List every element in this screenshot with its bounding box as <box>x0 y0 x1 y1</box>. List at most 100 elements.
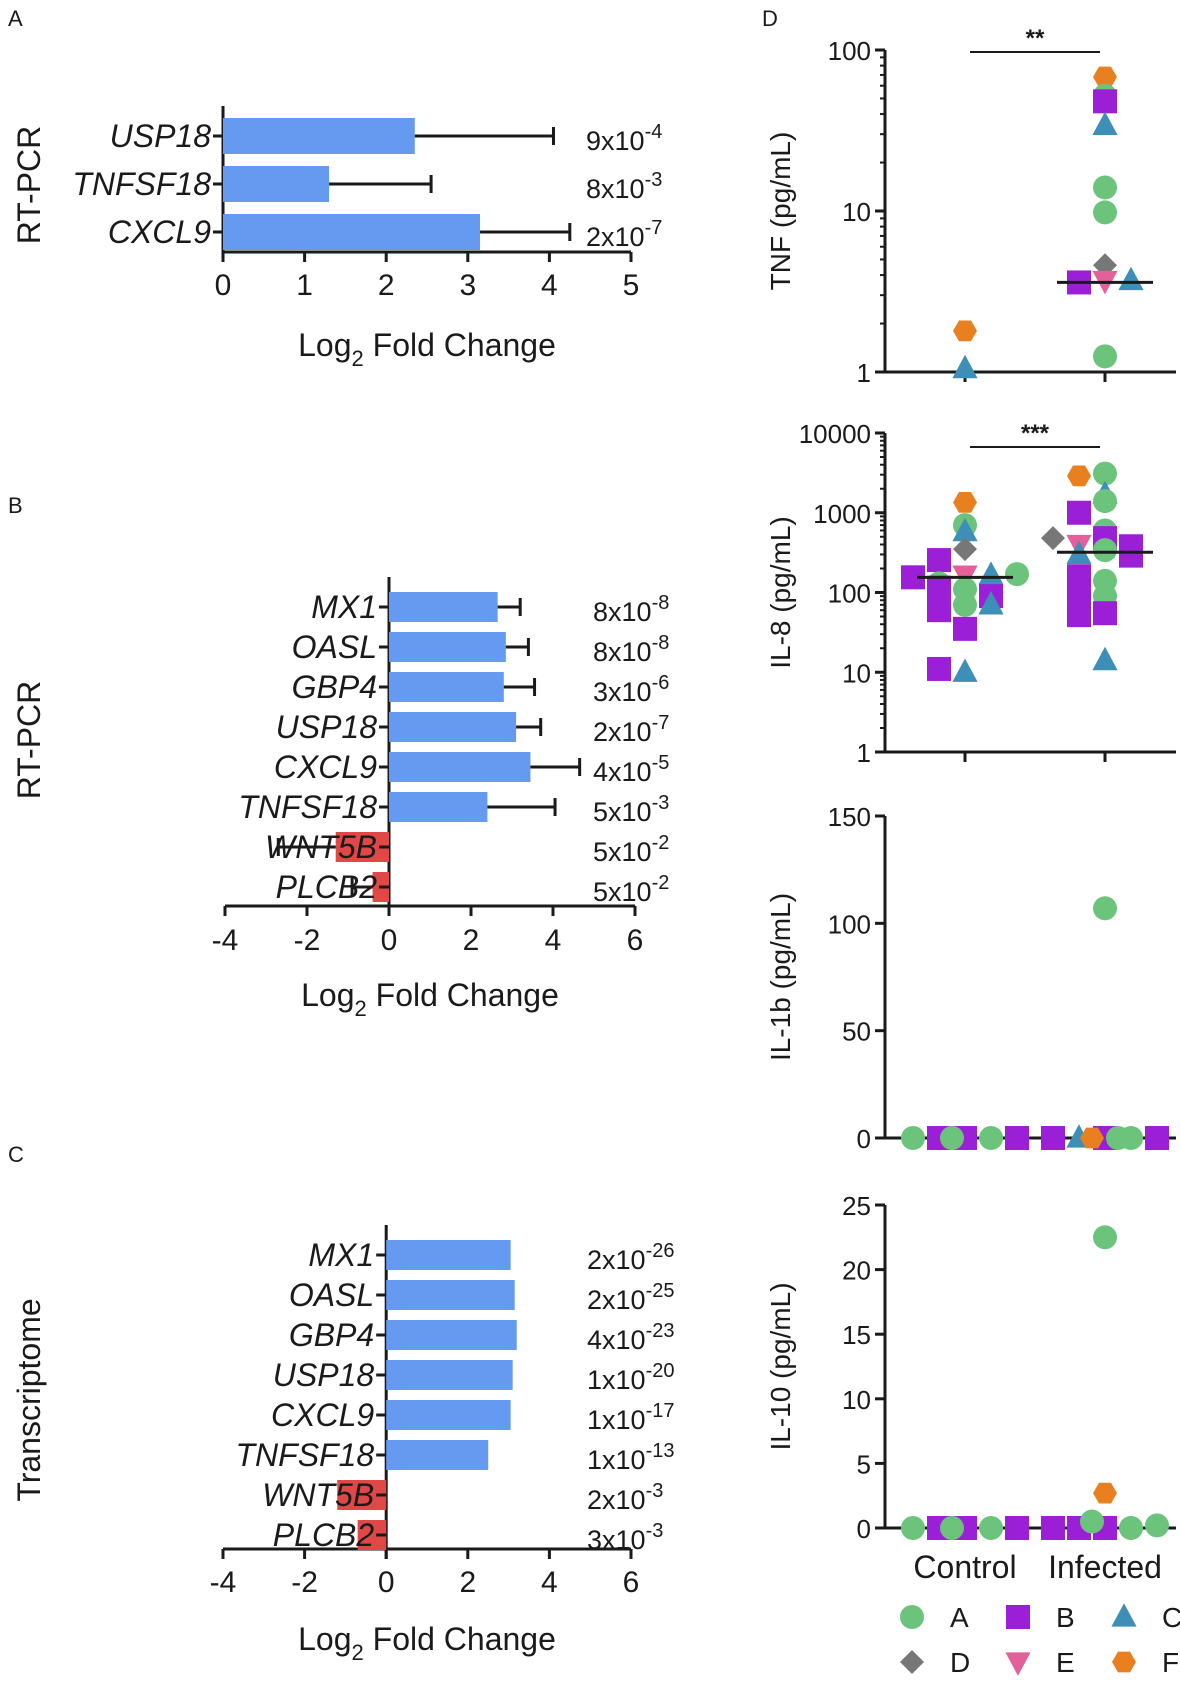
x-tick-label: -4 <box>212 924 239 957</box>
y-tick-label: 1 <box>857 738 871 768</box>
marker-a <box>953 592 977 617</box>
marker-a <box>901 1516 925 1540</box>
gene-label: MX1 <box>308 1237 374 1273</box>
panel-c: C Transcriptome -4 -2 0 2 4 6 Log2 Fold Change MX… <box>8 1142 674 1665</box>
p-value: 1x10-17 <box>587 1400 674 1435</box>
panel-letter: B <box>8 493 23 518</box>
marker-a <box>1005 562 1029 587</box>
x-axis-title: Log2 Fold Change <box>298 1621 556 1665</box>
p-value: 4x10-5 <box>593 752 669 787</box>
marker-c <box>1111 1603 1137 1627</box>
legend-label: B <box>1056 1602 1075 1633</box>
p-value: 8x10-8 <box>593 592 669 627</box>
marker-a <box>1093 200 1117 225</box>
x-axis-title: Log2 Fold Change <box>301 977 559 1021</box>
marker-e <box>1005 1652 1031 1676</box>
y-tick-label: 10 <box>842 197 871 227</box>
marker-b <box>1067 564 1091 589</box>
marker-b <box>1041 1516 1065 1540</box>
x-tick-label: 4 <box>541 269 558 302</box>
subplot-3: 0 5 10 15 20 25 IL-10 (pg/mL) Control Infected <box>765 1191 1176 1585</box>
x-tick-label: 2 <box>459 1566 476 1599</box>
marker-d <box>953 537 977 562</box>
marker-c <box>978 561 1004 585</box>
marker-a <box>1093 175 1117 200</box>
gene-label: CXCL9 <box>274 749 377 785</box>
group-label: Infected <box>1048 1549 1162 1585</box>
marker-a <box>1093 461 1117 486</box>
marker-a <box>1106 1126 1130 1150</box>
p-value: 2x10-25 <box>587 1280 674 1315</box>
legend-label: F <box>1162 1647 1179 1678</box>
gene-label: WNT5B <box>262 1477 374 1513</box>
gene-label: USP18 <box>110 118 212 154</box>
y-tick-label: 10 <box>842 658 871 688</box>
marker-f <box>1067 465 1091 487</box>
marker-a <box>1093 538 1117 563</box>
marker-a <box>940 1126 964 1150</box>
p-value: 5x10-2 <box>593 872 669 907</box>
marker-c <box>1092 111 1118 136</box>
x-axis-title: Log2 Fold Change <box>298 327 556 371</box>
y-tick-label: 50 <box>842 1017 871 1047</box>
marker-a <box>1093 1225 1117 1250</box>
x-tick-label: 0 <box>215 269 232 302</box>
marker-a <box>1093 344 1117 369</box>
x-tick-label: 3 <box>459 269 476 302</box>
p-value: 2x10-7 <box>593 712 669 747</box>
marker-a <box>1119 1516 1143 1540</box>
marker-a <box>979 1516 1003 1540</box>
marker-b <box>1093 89 1117 114</box>
panel-a: A RT-PCR 0 1 2 3 4 5 Log2 Fold Change USP18 9x10-4… <box>8 6 662 371</box>
marker-b <box>953 616 977 641</box>
x-tick-label: 2 <box>463 924 480 957</box>
bar <box>389 752 531 782</box>
bar <box>389 672 504 702</box>
x-tick-label: 1 <box>296 269 313 302</box>
x-tick-label: 0 <box>378 1566 395 1599</box>
y-tick-label: 0 <box>857 1124 871 1154</box>
marker-a <box>979 1126 1003 1150</box>
gene-label: USP18 <box>276 709 378 745</box>
gene-label: OASL <box>289 1277 374 1313</box>
marker-a <box>901 1126 925 1150</box>
marker-c <box>1092 646 1118 671</box>
marker-b <box>1006 1605 1030 1629</box>
gene-label: TNFSF18 <box>72 166 211 202</box>
y-tick-label: 5 <box>857 1449 871 1479</box>
panel-letter: A <box>8 6 23 31</box>
marker-d <box>900 1650 924 1674</box>
gene-label: TNFSF18 <box>238 789 377 825</box>
bar <box>389 632 506 662</box>
bar <box>386 1400 511 1430</box>
significance-label: ** <box>1026 25 1045 52</box>
marker-c <box>952 658 978 682</box>
panel-letter: D <box>762 6 778 31</box>
y-tick-label: 25 <box>842 1191 871 1221</box>
y-axis-title: IL-10 (pg/mL) <box>765 1282 796 1450</box>
marker-a <box>1145 1513 1169 1538</box>
group-label: Control <box>913 1549 1016 1585</box>
p-value: 1x10-20 <box>587 1360 674 1395</box>
marker-f <box>1080 1127 1104 1149</box>
p-value: 2x10-3 <box>587 1480 663 1515</box>
marker-a <box>940 1516 964 1540</box>
marker-c <box>952 517 978 542</box>
bar <box>389 712 517 742</box>
bar <box>386 1280 515 1310</box>
gene-label: MX1 <box>311 589 377 625</box>
marker-b <box>1067 500 1091 525</box>
marker-a <box>1093 896 1117 921</box>
x-tick-label: 6 <box>623 1566 640 1599</box>
marker-b <box>1119 543 1143 568</box>
y-tick-label: 100 <box>828 579 871 609</box>
p-value: 5x10-2 <box>593 832 669 867</box>
x-tick-label: -4 <box>210 1566 237 1599</box>
bar <box>386 1440 489 1470</box>
bar <box>386 1320 517 1350</box>
marker-b <box>1067 603 1091 628</box>
marker-f <box>953 492 977 513</box>
marker-b <box>927 656 951 681</box>
